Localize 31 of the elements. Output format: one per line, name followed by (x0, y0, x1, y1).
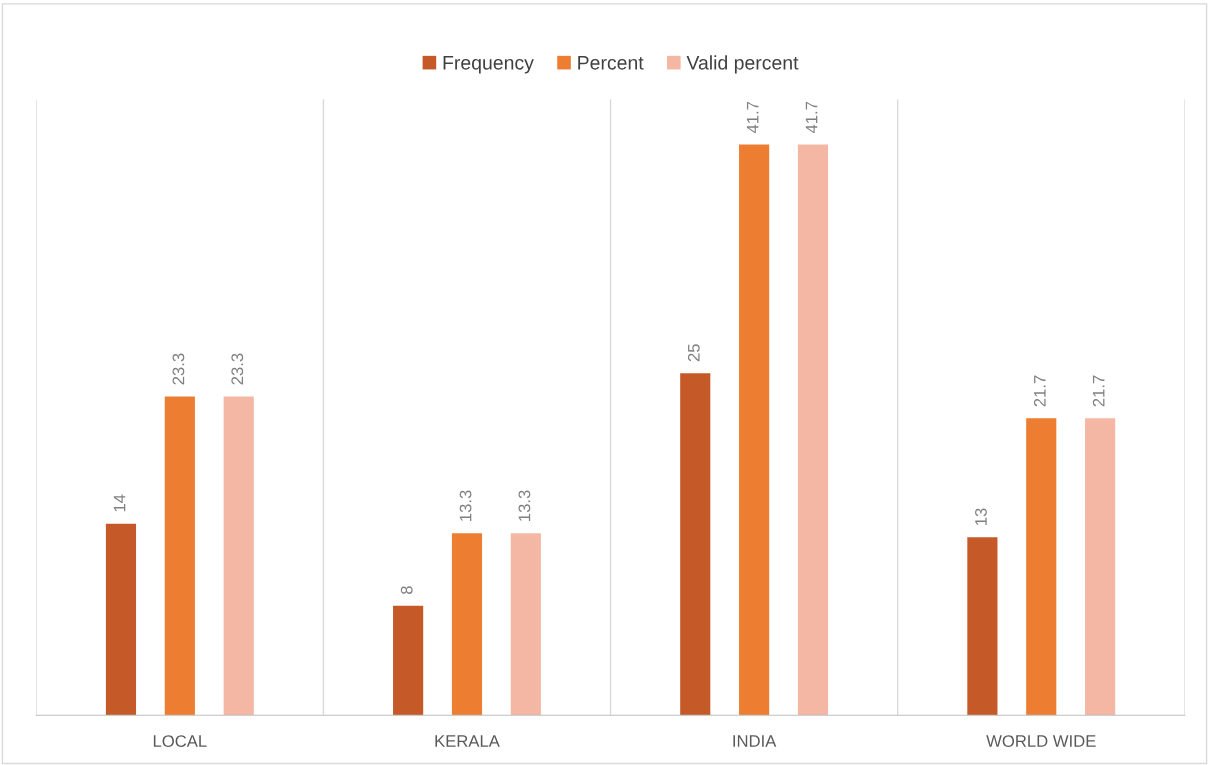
x-tick-label: INDIA (733, 735, 777, 747)
data-label: 13 (975, 508, 987, 525)
data-label: 21.7 (1092, 375, 1105, 407)
legend-label: Frequency (443, 56, 534, 74)
x-tick-label: KERALA (435, 735, 500, 747)
bar (680, 373, 711, 716)
bar (1085, 418, 1116, 716)
legend-label: Valid percent (686, 55, 799, 74)
data-label: 8 (400, 586, 413, 594)
data-label: 23.3 (231, 353, 244, 385)
data-label: 21.7 (1033, 375, 1046, 407)
data-label: 14 (113, 494, 126, 512)
bar (739, 144, 770, 716)
x-tick-label: WORLD WIDE (986, 735, 1096, 747)
data-label: 25 (687, 344, 700, 362)
bar (797, 144, 829, 716)
data-label: 41.7 (805, 101, 818, 134)
data-label: 23.3 (172, 353, 185, 385)
bar (393, 605, 424, 716)
bar (105, 523, 137, 716)
x-tick-label: LOCAL (153, 735, 207, 747)
data-label: 13.3 (459, 490, 472, 521)
data-label: 13.3 (518, 490, 531, 521)
legend-label: Percent (578, 56, 644, 70)
bar (164, 396, 195, 716)
bar (1026, 418, 1057, 716)
bar (451, 533, 483, 716)
bar (510, 533, 541, 716)
bar (223, 396, 254, 716)
data-label: 41.7 (746, 101, 759, 134)
bar (967, 537, 998, 716)
